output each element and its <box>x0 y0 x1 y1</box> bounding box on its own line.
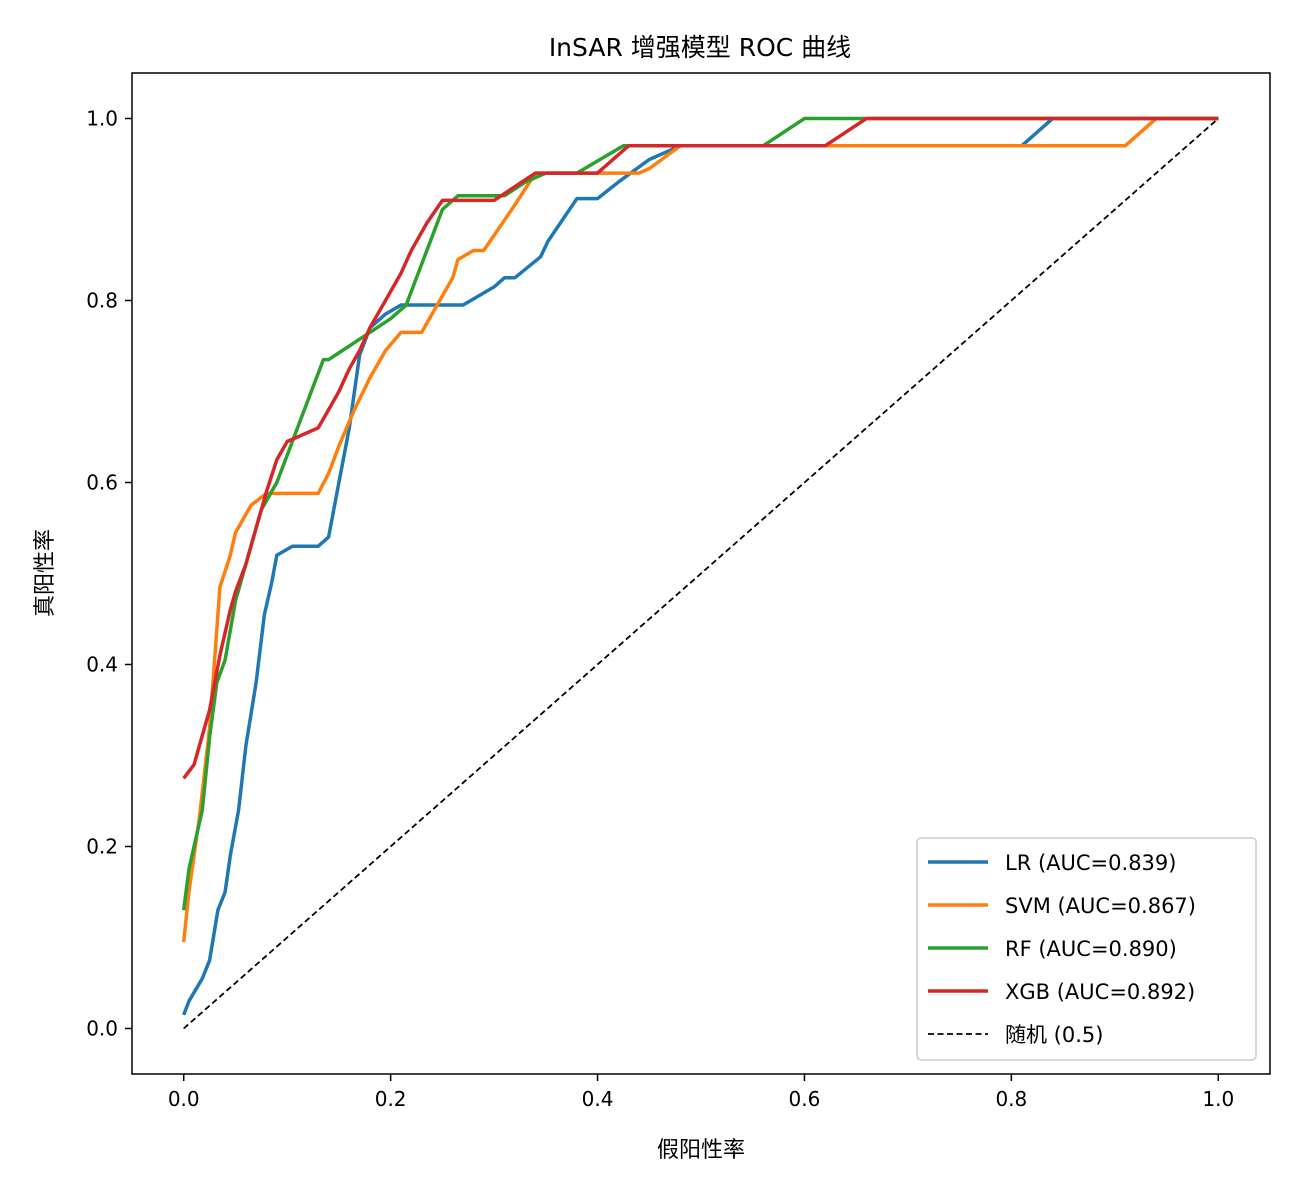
y-tick-label: 0.2 <box>86 835 118 859</box>
y-tick-label: 0.4 <box>86 653 118 677</box>
x-axis: 0.0 0.2 0.4 0.6 0.8 1.0 <box>168 1074 1234 1111</box>
series-lines <box>181 116 1219 1030</box>
x-tick-label: 0.8 <box>995 1087 1027 1111</box>
x-axis-label: 假阳性率 <box>657 1138 745 1163</box>
y-tick-label: 0.8 <box>86 289 118 313</box>
series-line-1 <box>181 116 1219 943</box>
legend-label-4: 随机 (0.5) <box>1005 1023 1103 1047</box>
x-tick-label: 0.4 <box>582 1087 614 1111</box>
y-axis: 0.0 0.2 0.4 0.6 0.8 1.0 <box>86 107 132 1041</box>
series-line-3 <box>182 116 1219 780</box>
legend-label-1: SVM (AUC=0.867) <box>1005 894 1196 918</box>
y-axis-label: 真阳性率 <box>33 529 58 617</box>
x-tick-label: 0.2 <box>375 1087 407 1111</box>
series-line-0 <box>182 116 1219 1016</box>
legend-label-3: XGB (AUC=0.892) <box>1005 980 1195 1004</box>
legend: LR (AUC=0.839) SVM (AUC=0.867) RF (AUC=0.8… <box>916 837 1257 1061</box>
chart-title: InSAR 增强模型 ROC 曲线 <box>549 33 851 62</box>
x-tick-label: 0.0 <box>168 1087 200 1111</box>
legend-box <box>916 837 1257 1061</box>
legend-label-0: LR (AUC=0.839) <box>1005 851 1176 875</box>
legend-label-2: RF (AUC=0.890) <box>1005 937 1177 961</box>
y-tick-label: 0.6 <box>86 471 118 495</box>
series-line-4 <box>183 117 1219 1030</box>
y-tick-label: 0.0 <box>86 1017 118 1041</box>
x-tick-label: 0.6 <box>789 1087 821 1111</box>
y-tick-label: 1.0 <box>86 107 118 131</box>
x-tick-label: 1.0 <box>1202 1087 1234 1111</box>
